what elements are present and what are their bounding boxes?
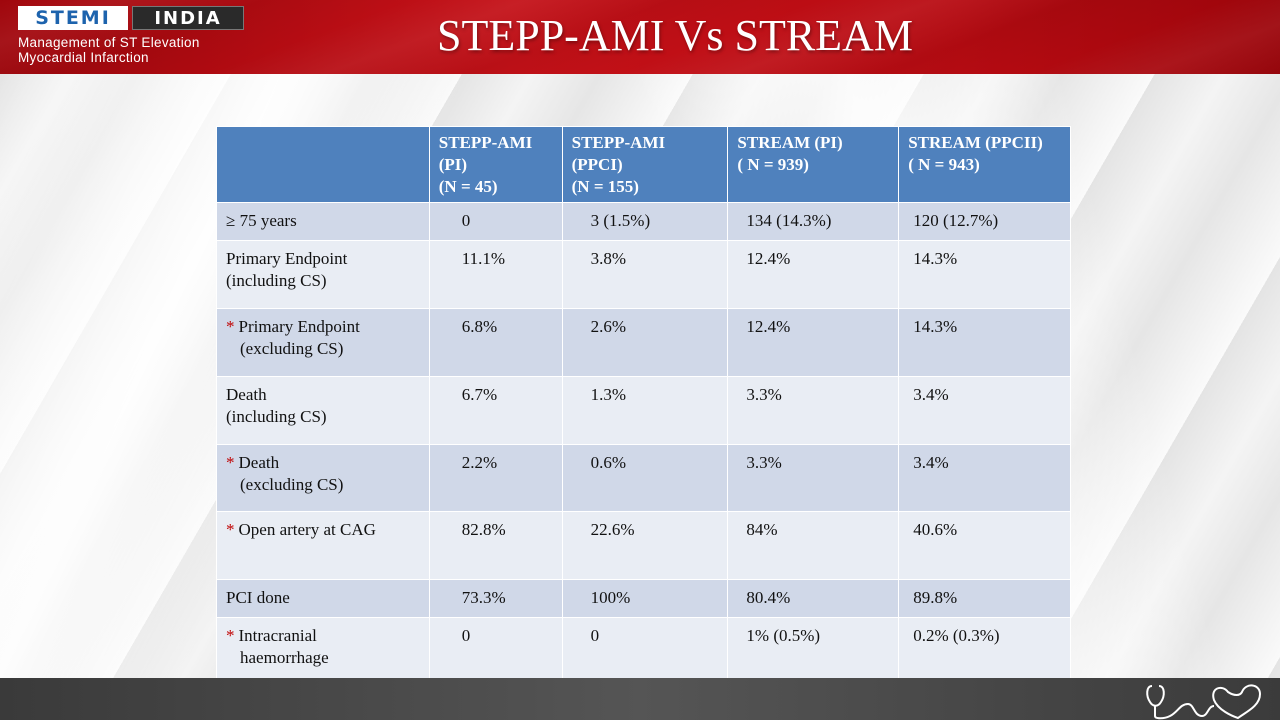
value-cell: 6.7% xyxy=(428,376,563,445)
table-row: * Death (excluding CS) 2.2% 0.6% 3.3% 3.4% xyxy=(216,444,1071,512)
row-label-line1: Primary Endpoint xyxy=(226,249,348,268)
row-label-line2: (excluding CS) xyxy=(240,339,344,358)
value-cell: 12.4% xyxy=(727,308,900,377)
value-cell: 100% xyxy=(561,579,729,618)
value-cell: 22.6% xyxy=(561,511,729,580)
header-banner: STEMI INDIA Management of ST Elevation M… xyxy=(0,0,1280,74)
value-cell: 120 (12.7%) xyxy=(898,202,1071,241)
value-cell: 0 xyxy=(428,617,563,686)
value-cell: 1% (0.5%) xyxy=(727,617,900,686)
row-label-line2: (including CS) xyxy=(226,271,327,290)
row-label-cell: * Death (excluding CS) xyxy=(216,444,430,512)
value-cell: 0 xyxy=(561,617,729,686)
value-cell: 0.2% (0.3%) xyxy=(898,617,1071,686)
table-row: ≥ 75 years 0 3 (1.5%) 134 (14.3%) 120 (12.7%… xyxy=(216,202,1071,241)
value-cell: 3.8% xyxy=(561,240,729,309)
logo-stemi-text: STEMI xyxy=(18,6,128,30)
header-cell-stream-ppcii: STREAM (PPCII) ( N = 943) xyxy=(898,126,1071,203)
value-cell: 0 xyxy=(428,202,563,241)
row-label-cell: Death (including CS) xyxy=(216,376,430,445)
value-cell: 134 (14.3%) xyxy=(727,202,900,241)
row-label-cell: PCI done xyxy=(216,579,430,618)
stethoscope-heart-icon xyxy=(1146,684,1262,720)
comparison-table: STEPP-AMI (PI) (N = 45) STEPP-AMI (PPCI)… xyxy=(216,126,1071,686)
logo-subtitle-line1: Management of ST Elevation xyxy=(18,35,200,50)
asterisk-marker: * xyxy=(226,317,235,336)
value-cell: 3.4% xyxy=(898,376,1071,445)
value-cell: 82.8% xyxy=(428,511,563,580)
value-cell: 3.4% xyxy=(898,444,1071,512)
logo-subtitle-line2: Myocardial Infarction xyxy=(18,50,149,65)
row-label-line1: Death xyxy=(238,453,280,472)
value-cell: 40.6% xyxy=(898,511,1071,580)
value-cell: 84% xyxy=(727,511,900,580)
value-cell: 11.1% xyxy=(428,240,563,309)
row-label-line2: (excluding CS) xyxy=(240,475,344,494)
value-cell: 14.3% xyxy=(898,240,1071,309)
slide-title: STEPP-AMI Vs STREAM xyxy=(437,11,913,60)
row-label-line1: Intracranial xyxy=(238,626,317,645)
asterisk-marker: * xyxy=(226,520,235,539)
row-label-cell: Primary Endpoint (including CS) xyxy=(216,240,430,309)
table-row: * Primary Endpoint (excluding CS) 6.8% 2.6% 1… xyxy=(216,308,1071,377)
header-cell-stream-pi: STREAM (PI) ( N = 939) xyxy=(727,126,900,203)
header-cell-empty xyxy=(216,126,430,203)
row-label-cell: ≥ 75 years xyxy=(216,202,430,241)
row-label-line1: Open artery at CAG xyxy=(238,520,376,539)
table-row: Primary Endpoint (including CS) 11.1% 3.8% 1… xyxy=(216,240,1071,309)
header-cell-stepp-ppci: STEPP-AMI (PPCI) (N = 155) xyxy=(561,126,729,203)
table-row: * Open artery at CAG 82.8% 22.6% 84% 40.6% xyxy=(216,511,1071,580)
row-label-line2: haemorrhage xyxy=(240,648,329,667)
asterisk-marker: * xyxy=(226,626,235,645)
value-cell: 80.4% xyxy=(727,579,900,618)
value-cell: 1.3% xyxy=(561,376,729,445)
value-cell: 3.3% xyxy=(727,444,900,512)
value-cell: 6.8% xyxy=(428,308,563,377)
value-cell: 14.3% xyxy=(898,308,1071,377)
row-label-line1: PCI done xyxy=(226,588,290,607)
table-row: * Intracranial haemorrhage 0 0 1% (0.5%) 0.2% … xyxy=(216,617,1071,686)
table-header-row: STEPP-AMI (PI) (N = 45) STEPP-AMI (PPCI)… xyxy=(216,126,1071,203)
logo-india-text: INDIA xyxy=(132,6,244,30)
asterisk-marker: * xyxy=(226,453,235,472)
row-label-line1: Death xyxy=(226,385,267,404)
logo-subtitle: Management of ST Elevation Myocardial In… xyxy=(18,35,244,65)
value-cell: 3.3% xyxy=(727,376,900,445)
value-cell: 89.8% xyxy=(898,579,1071,618)
table-row: Death (including CS) 6.7% 1.3% 3.3% 3.4% xyxy=(216,376,1071,445)
row-label-line1: Primary Endpoint xyxy=(238,317,360,336)
row-label-cell: * Open artery at CAG xyxy=(216,511,430,580)
footer-bar xyxy=(0,678,1280,720)
row-label-line2: (including CS) xyxy=(226,407,327,426)
row-label-line1: ≥ 75 years xyxy=(226,211,297,230)
row-label-cell: * Primary Endpoint (excluding CS) xyxy=(216,308,430,377)
table-row: PCI done 73.3% 100% 80.4% 89.8% xyxy=(216,579,1071,618)
value-cell: 2.6% xyxy=(561,308,729,377)
value-cell: 0.6% xyxy=(561,444,729,512)
value-cell: 12.4% xyxy=(727,240,900,309)
stemi-india-logo: STEMI INDIA Management of ST Elevation M… xyxy=(18,6,244,65)
header-cell-stepp-pi: STEPP-AMI (PI) (N = 45) xyxy=(428,126,563,203)
row-label-cell: * Intracranial haemorrhage xyxy=(216,617,430,686)
value-cell: 73.3% xyxy=(428,579,563,618)
value-cell: 3 (1.5%) xyxy=(561,202,729,241)
value-cell: 2.2% xyxy=(428,444,563,512)
